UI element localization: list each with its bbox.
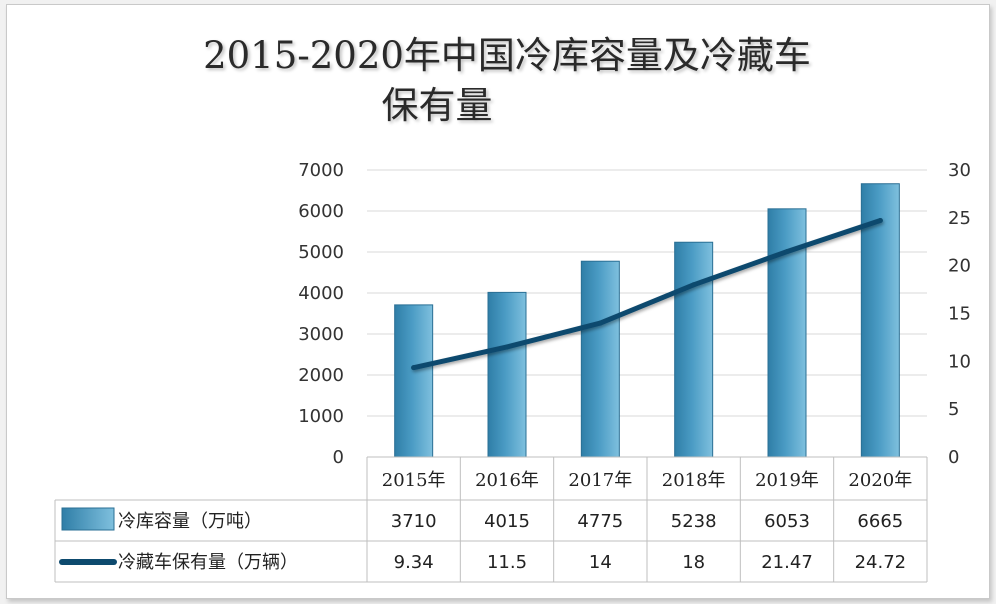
- line-point: [597, 320, 603, 326]
- y-right-tick-label: 10: [948, 351, 971, 372]
- x-category-label: 2020年: [848, 470, 912, 491]
- y-left-tick-label: 1000: [298, 406, 344, 427]
- line-point: [784, 249, 790, 255]
- bar: [394, 304, 434, 458]
- y-right-tick-label: 15: [948, 304, 971, 325]
- bar: [860, 183, 900, 458]
- line-point: [691, 282, 697, 288]
- x-category-label: 2018年: [662, 470, 726, 491]
- table-cell-bar-value: 6053: [764, 511, 810, 532]
- table-cell-bar-value: 4775: [577, 511, 623, 532]
- y-right-tick-label: 5: [948, 399, 959, 420]
- y-left-tick-label: 4000: [298, 283, 344, 304]
- y-right-tick-label: 0: [948, 447, 959, 468]
- bar: [580, 260, 620, 458]
- x-category-label: 2016年: [475, 470, 539, 491]
- y-left-tick-label: 6000: [298, 201, 344, 222]
- table-cell-bar-value: 6665: [857, 511, 903, 532]
- table-cell-bar-value: 4015: [484, 511, 530, 532]
- bar: [487, 291, 527, 458]
- table-cell-line-value: 14: [589, 552, 612, 573]
- bar: [674, 241, 714, 458]
- legend-key-bar: [61, 507, 115, 531]
- legend-label-line: 冷藏车保有量（万辆）: [118, 552, 298, 573]
- chart-title-line-1: 2015-2020年中国冷库容量及冷藏车: [203, 34, 811, 77]
- line-point: [877, 218, 883, 224]
- y-left-tick-label: 2000: [298, 365, 344, 386]
- chart-title: 2015-2020年中国冷库容量及冷藏车 保有量: [127, 31, 887, 131]
- chart-title-line-2: 保有量: [381, 84, 493, 127]
- line-series: [411, 218, 883, 371]
- y-left-tick-label: 5000: [298, 242, 344, 263]
- table-cell-line-value: 18: [682, 552, 705, 573]
- line-point: [504, 344, 510, 350]
- legend-label-bar: 冷库容量（万吨）: [118, 511, 262, 532]
- table-cell-line-value: 11.5: [487, 552, 527, 573]
- y-right-tick-label: 25: [948, 208, 971, 229]
- table-cell-line-value: 24.72: [855, 552, 907, 573]
- table-cell-bar-value: 5238: [671, 511, 717, 532]
- x-category-label: 2015年: [382, 470, 446, 491]
- y-left-tick-label: 7000: [298, 160, 344, 181]
- line-point: [411, 365, 417, 371]
- table-cell-bar-value: 3710: [391, 511, 437, 532]
- y-left-tick-label: 3000: [298, 324, 344, 345]
- y-left-tick-label: 0: [333, 447, 344, 468]
- y-right-tick-label: 20: [948, 256, 971, 277]
- table-cell-line-value: 9.34: [394, 552, 434, 573]
- table-cell-line-value: 21.47: [761, 552, 813, 573]
- y-right-tick-label: 30: [948, 160, 971, 181]
- x-category-label: 2017年: [568, 470, 632, 491]
- x-category-label: 2019年: [755, 470, 819, 491]
